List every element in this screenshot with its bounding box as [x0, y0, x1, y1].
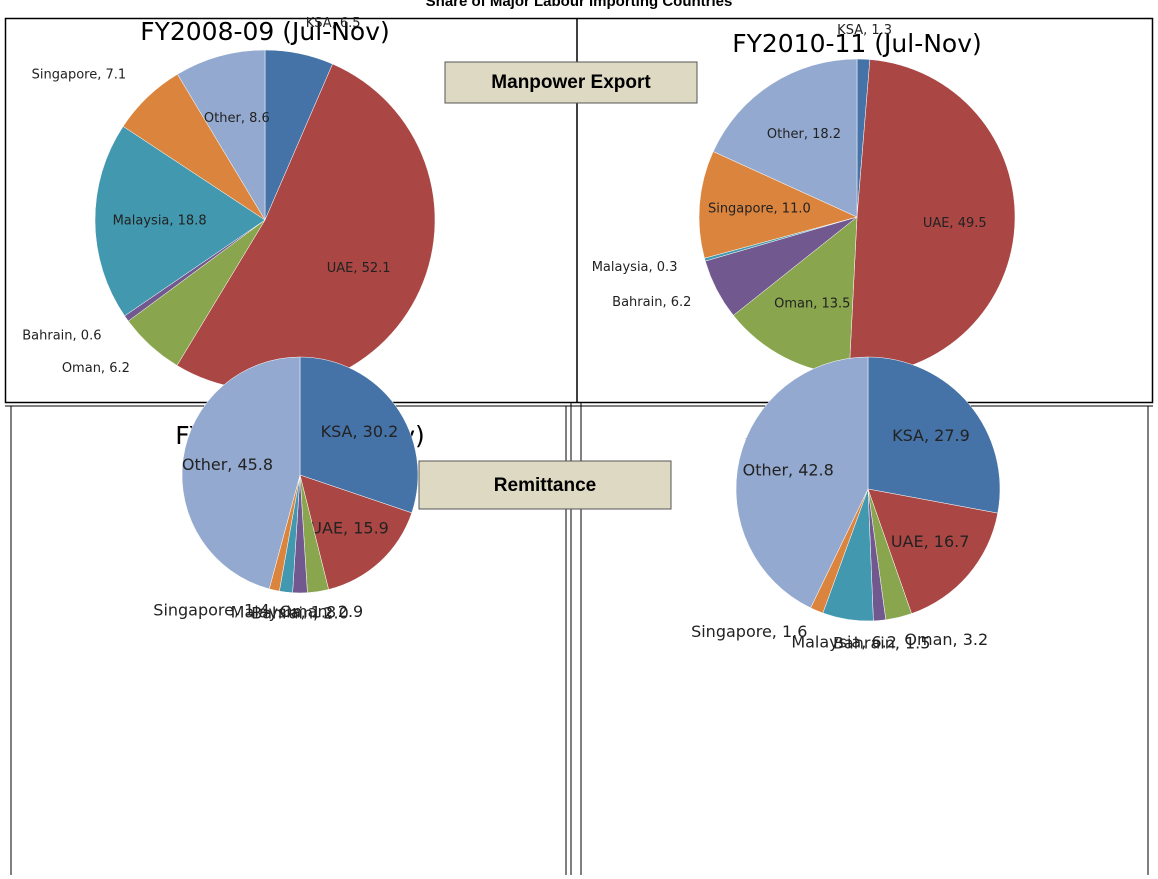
data-label: Singapore, 1.4	[153, 600, 269, 619]
data-label: KSA, 6.5	[306, 16, 361, 31]
data-label: Singapore, 7.1	[32, 68, 127, 83]
pie-slice	[867, 356, 1001, 514]
section-box	[444, 61, 698, 104]
data-label: Malaysia, 0.3	[592, 260, 678, 275]
data-label: Bahrain, 2.0	[251, 604, 349, 623]
data-label: Oman, 3.2	[904, 630, 988, 649]
pie-slice	[181, 356, 301, 590]
section-box	[418, 460, 672, 510]
pie-slice	[94, 126, 266, 317]
data-label: Malaysia, 18.8	[113, 213, 207, 228]
pie-slice	[712, 58, 858, 218]
data-label: Other, 45.8	[182, 455, 273, 474]
data-label: UAE, 15.9	[310, 518, 389, 537]
pie-slice	[867, 488, 999, 614]
data-label: Oman, 2.9	[279, 602, 363, 621]
pie-slice	[299, 356, 419, 514]
data-label: KSA, 30.2	[321, 422, 399, 441]
chart-title: FY2010-11 (Jul-Nov)	[732, 29, 982, 58]
data-label: UAE, 52.1	[327, 261, 391, 276]
data-label: Bahrain, 1.5	[833, 634, 931, 653]
data-label: UAE, 16.7	[891, 532, 970, 551]
data-label: Other, 42.8	[743, 460, 834, 479]
data-label: Malaysia, 1.8	[231, 603, 337, 622]
data-label: Bahrain, 0.6	[22, 329, 101, 344]
data-label: KSA, 27.9	[892, 426, 970, 445]
pie-slice	[299, 474, 413, 590]
data-label: UAE, 49.5	[923, 216, 987, 231]
data-label: Singapore, 11.0	[708, 202, 811, 217]
data-label: KSA, 1.3	[837, 23, 892, 38]
page-title: Share of Major Labour Importing Countrie…	[426, 0, 733, 10]
pie-slice	[735, 356, 869, 609]
section-label: Manpower Export	[491, 72, 651, 93]
data-label: Bahrain, 6.2	[612, 295, 691, 310]
section-label: Remittance	[494, 475, 596, 496]
data-label: Oman, 13.5	[774, 297, 850, 312]
pie-slice	[698, 151, 858, 259]
data-label: Other, 8.6	[204, 111, 270, 126]
data-label: Malaysia, 6.2	[791, 632, 897, 651]
pie-slice	[177, 49, 266, 221]
data-label: Other, 18.2	[767, 127, 841, 142]
chart-title: FY2008-09 (Jul-Nov)	[140, 17, 390, 46]
pie-slice	[848, 59, 1016, 376]
data-label: Singapore, 1.6	[691, 622, 807, 641]
data-label: Oman, 6.2	[62, 361, 130, 376]
